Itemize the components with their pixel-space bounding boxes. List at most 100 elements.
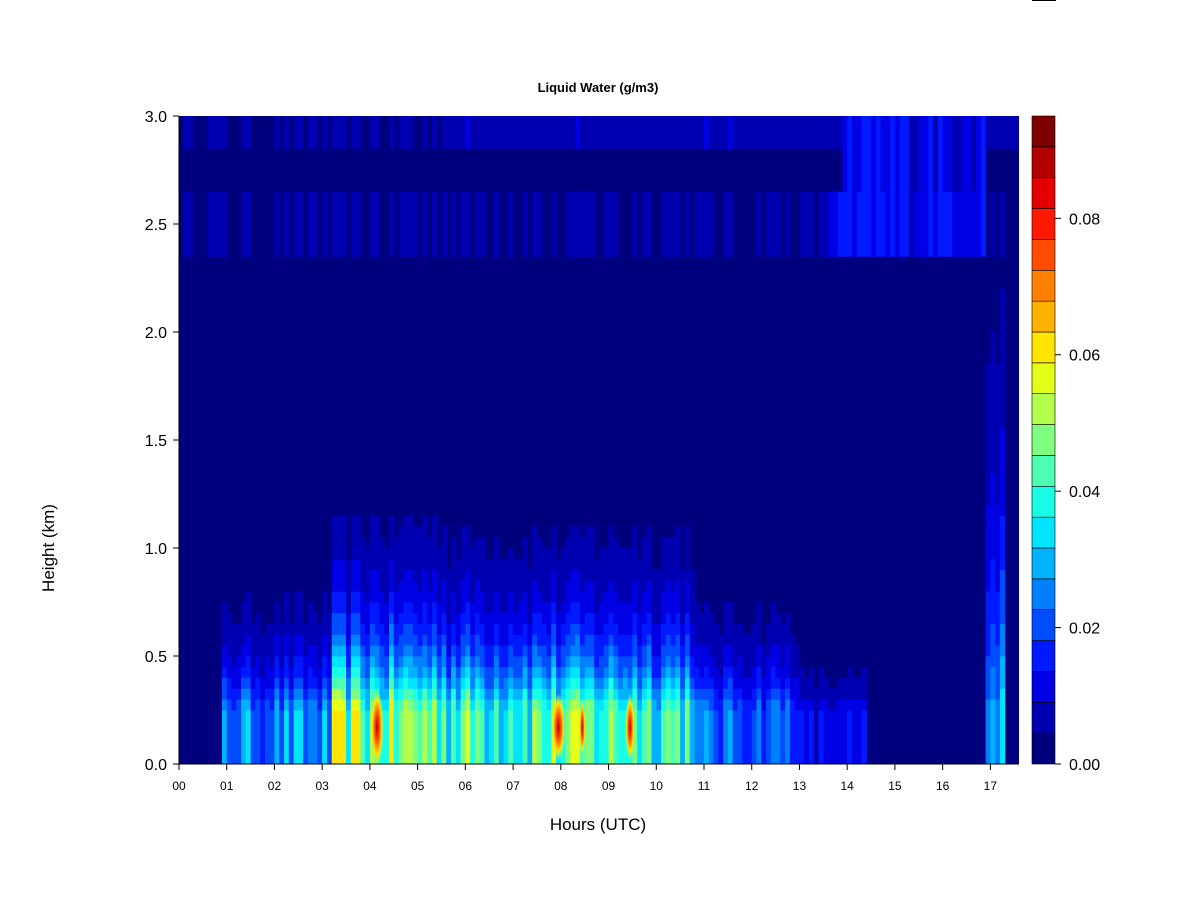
heatmap-cell: [966, 116, 972, 257]
heatmap-cell: [269, 688, 276, 711]
heatmap-cell: [560, 677, 567, 689]
heatmap-cell: [694, 645, 700, 668]
heatmap-cell: [732, 623, 739, 668]
heatmap-cell: [570, 623, 576, 646]
heatmap-cell: [451, 699, 457, 764]
heatmap-cell: [470, 699, 476, 711]
heatmap-cell: [346, 699, 352, 711]
heatmap-cell: [565, 116, 571, 149]
heatmap-cell: [431, 602, 438, 624]
heatmap-cell: [236, 699, 242, 764]
heatmap-cell: [398, 710, 404, 764]
heatmap-cell: [503, 116, 509, 149]
heatmap-cell: [427, 666, 433, 678]
heatmap-cell: [474, 677, 481, 689]
heatmap-cell: [379, 666, 385, 678]
heatmap-cell: [527, 569, 533, 624]
heatmap-cell: [393, 688, 400, 700]
heatmap-cell: [532, 580, 538, 614]
heatmap-cell: [412, 612, 419, 635]
heatmap-cell: [789, 116, 796, 149]
heatmap-cell: [221, 666, 228, 678]
heatmap-cell: [455, 558, 462, 614]
heatmap-cell: [284, 591, 290, 635]
heatmap-cell: [303, 623, 309, 657]
heatmap-cell: [431, 116, 438, 149]
heatmap-cell: [436, 677, 443, 689]
heatmap-cell: [422, 602, 428, 635]
heatmap-cell: [508, 645, 514, 668]
heatmap-cell: [641, 677, 648, 689]
heatmap-cell: [389, 645, 395, 657]
heatmap-cell: [746, 699, 753, 764]
heatmap-cell: [599, 699, 605, 711]
heatmap-cell: [350, 656, 357, 668]
heatmap-cell: [369, 645, 376, 657]
heatmap-cell: [427, 699, 433, 711]
heatmap-cell: [536, 591, 543, 614]
heatmap-cell: [360, 699, 366, 711]
heatmap-cell: [293, 699, 299, 711]
colorbar-swatch: [1031, 609, 1056, 641]
x-tick-label: 10: [650, 779, 664, 793]
heatmap-cell: [336, 558, 342, 592]
heatmap-cell: [503, 645, 509, 668]
heatmap-cell: [551, 645, 557, 657]
heatmap-cell: [422, 191, 428, 257]
x-tick-label: 01: [220, 779, 234, 793]
heatmap-cell: [517, 699, 524, 764]
heatmap-cell: [727, 710, 734, 764]
heatmap-cell: [804, 699, 810, 764]
heatmap-cell: [389, 688, 395, 700]
heatmap-cell: [355, 710, 361, 764]
heatmap-cell: [785, 191, 791, 257]
top-edge-mark: [1032, 0, 1056, 1]
heatmap-cell: [952, 191, 958, 257]
heatmap-cell: [379, 591, 385, 624]
heatmap-cell: [999, 569, 1006, 624]
heatmap-cell: [641, 699, 648, 711]
heatmap-cell: [713, 116, 719, 149]
y-tick-label: 2.5: [145, 217, 167, 234]
heatmap-cell: [436, 634, 443, 657]
heatmap-cell: [403, 666, 409, 678]
heatmap-cell: [369, 515, 376, 570]
heatmap-cell: [570, 677, 576, 689]
heatmap-cell: [641, 688, 648, 700]
heatmap-cell: [374, 677, 381, 689]
heatmap-cell: [412, 580, 419, 614]
heatmap-cell: [746, 116, 753, 149]
heatmap-cell: [494, 699, 500, 764]
heatmap-cell: [704, 710, 710, 764]
colorbar-swatch: [1031, 547, 1056, 580]
heatmap-cell: [608, 699, 614, 711]
heatmap-cell: [789, 699, 796, 764]
heatmap-cell: [546, 548, 552, 603]
heatmap-cell: [556, 677, 562, 700]
heatmap-cell: [460, 688, 466, 700]
heatmap-cell: [665, 656, 672, 668]
heatmap-cell: [470, 602, 476, 635]
heatmap-cell: [403, 602, 409, 624]
heatmap-cell: [541, 688, 548, 700]
heatmap-cell: [322, 116, 328, 149]
heatmap-cell: [689, 677, 696, 689]
heatmap-cell: [737, 699, 743, 764]
heatmap-cell: [608, 191, 614, 257]
heatmap-cell: [699, 612, 705, 646]
heatmap-cell: [618, 656, 624, 678]
heatmap-cell: [618, 548, 624, 603]
heatmap-cell: [527, 699, 533, 764]
heatmap-cell: [398, 699, 404, 711]
heatmap-cell: [217, 116, 223, 149]
heatmap-cell: [422, 569, 428, 603]
heatmap-cell: [651, 623, 657, 657]
heatmap-cell: [637, 612, 643, 646]
heatmap-cell: [684, 677, 691, 689]
heatmap-cell: [985, 364, 991, 506]
heatmap-cell: [460, 656, 466, 668]
heatmap-cell: [431, 688, 438, 700]
heatmap-cell: [484, 666, 490, 689]
heatmap-cell: [365, 688, 371, 711]
heatmap-cell: [221, 699, 228, 711]
